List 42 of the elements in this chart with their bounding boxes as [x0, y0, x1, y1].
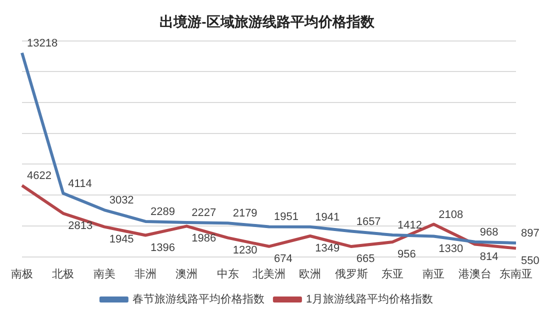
data-label: 1396 [150, 242, 175, 254]
data-label: 968 [480, 226, 498, 238]
data-label: 2289 [150, 206, 175, 218]
x-tick-label: 澳洲 [176, 267, 198, 280]
data-label: 3032 [109, 194, 134, 207]
x-tick-label: 中东 [216, 267, 239, 280]
x-tick-label: 东南亚 [500, 267, 532, 280]
data-label: 1230 [232, 244, 258, 256]
data-label: 13218 [27, 37, 58, 50]
chart-title: 出境游-区域旅游线路平均价格指数 [160, 13, 376, 30]
data-label: 1349 [315, 242, 340, 255]
data-label: 1951 [274, 211, 298, 224]
data-label: 1941 [315, 211, 340, 224]
legend-label: 1月旅游线路平均价格指数 [306, 292, 434, 306]
data-label: 674 [274, 252, 292, 265]
x-tick-label: 北美洲 [252, 267, 286, 280]
x-tick-label: 南亚 [422, 267, 445, 280]
data-label: 550 [521, 254, 540, 267]
data-label: 1986 [192, 232, 216, 245]
x-tick-label: 俄罗斯 [334, 267, 368, 280]
data-label: 814 [480, 250, 498, 263]
data-label: 665 [356, 253, 375, 266]
data-label: 1657 [356, 216, 381, 228]
data-label: 1412 [398, 220, 422, 232]
data-label: 4622 [27, 170, 52, 182]
data-label: 897 [521, 227, 540, 240]
data-label: 1330 [438, 242, 464, 255]
data-label: 1945 [109, 233, 134, 246]
data-label: 4114 [68, 178, 92, 190]
data-label: 2179 [232, 208, 258, 220]
data-label: 956 [398, 248, 416, 261]
x-tick-label: 南美 [93, 267, 116, 280]
legend-label: 春节旅游线路平均价格指数 [132, 292, 264, 306]
x-tick-label: 欧洲 [299, 267, 322, 280]
data-label: 2227 [192, 206, 216, 219]
x-tick-label: 北极 [52, 267, 74, 280]
x-tick-label: 东亚 [382, 267, 404, 280]
data-label: 2813 [68, 220, 93, 232]
x-tick-label: 非洲 [134, 267, 156, 280]
x-tick-label: 港澳台 [458, 267, 492, 280]
x-tick-label: 南极 [11, 267, 33, 280]
data-label: 2108 [438, 208, 464, 221]
